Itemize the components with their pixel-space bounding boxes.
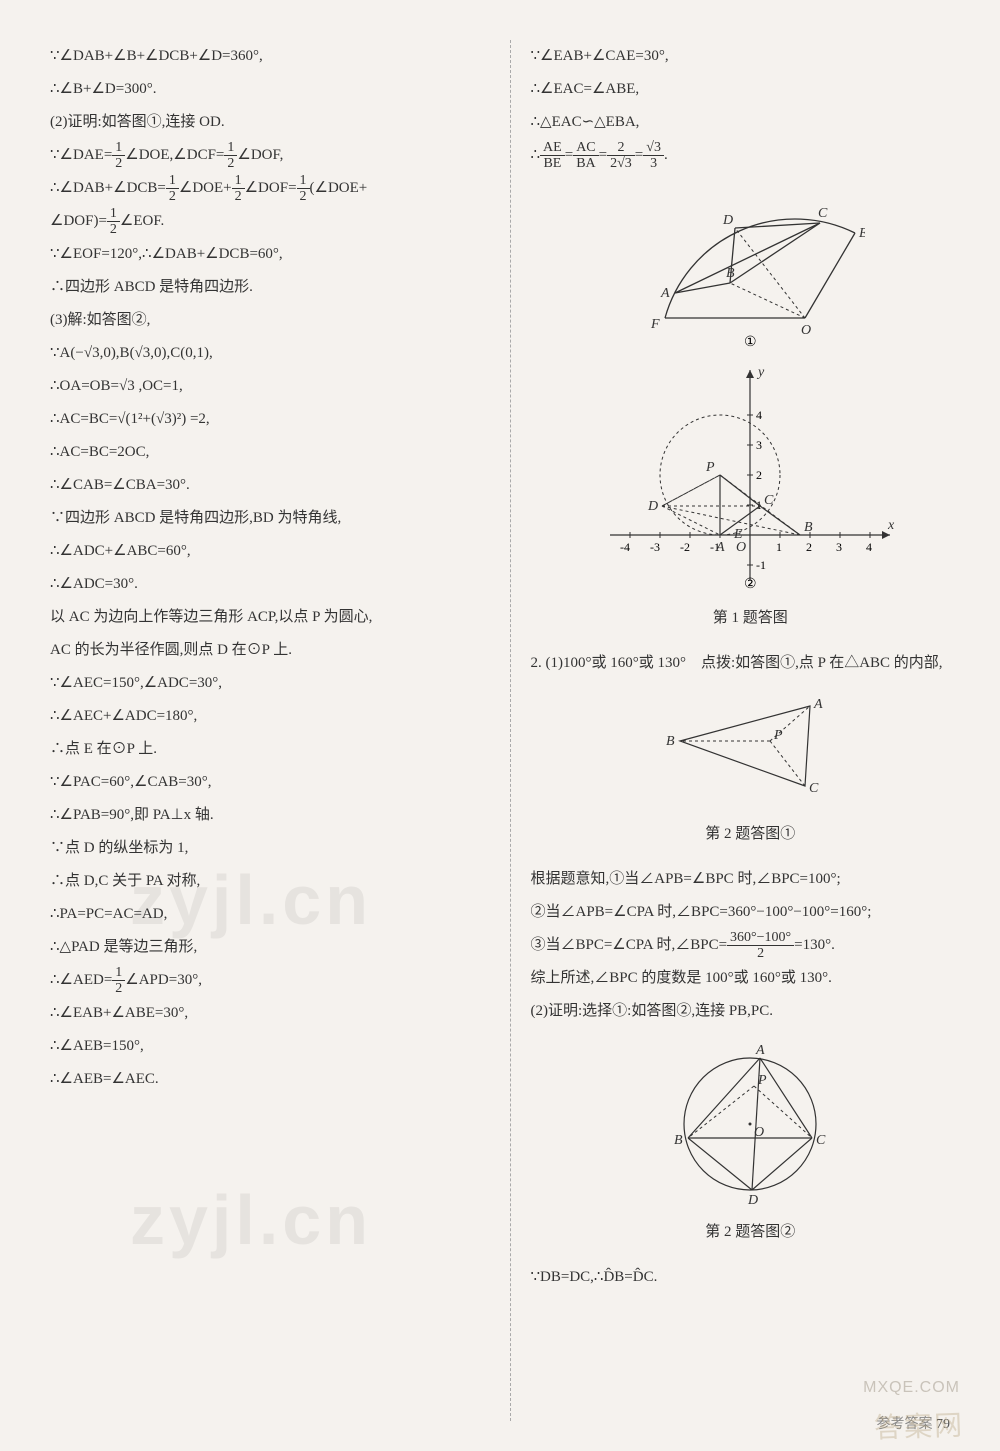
stamp: 答案网 — [873, 1403, 964, 1446]
svg-text:E: E — [858, 226, 865, 241]
svg-text:-3: -3 — [650, 540, 660, 554]
text-line: ∵四边形 ABCD 是特角四边形,BD 为特角线, — [50, 502, 490, 535]
text-line: (3)解:如答图②, — [50, 304, 490, 337]
svg-text:C: C — [816, 1133, 826, 1148]
text-line: ∵∠EOF=120°,∴∠DAB+∠DCB=60°, — [50, 238, 490, 271]
svg-text:y: y — [756, 365, 765, 380]
text-line: ∵DB=DC,∴D̂B=D̂C. — [531, 1261, 971, 1294]
figure-1: O A F B C D E ① — [635, 178, 865, 348]
svg-text:②: ② — [744, 577, 757, 590]
text-line: ∴∠AED=12∠APD=30°, — [50, 964, 490, 997]
text-line: ∵∠DAB+∠B+∠DCB+∠D=360°, — [50, 40, 490, 73]
svg-text:-1: -1 — [756, 558, 766, 572]
text-line: ∴∠B+∠D=300°. — [50, 73, 490, 106]
text-line: ∴AEBE=ACBA=22√3=√33. — [531, 139, 971, 172]
text-line: ∴AC=BC=√(1²+(√3)²) =2, — [50, 403, 490, 436]
text-line: ∵点 D 的纵坐标为 1, — [50, 832, 490, 865]
text-line: ∵A(−√3,0),B(√3,0),C(0,1), — [50, 337, 490, 370]
svg-text:x: x — [887, 518, 895, 533]
text-line: ∴∠EAB+∠ABE=30°, — [50, 997, 490, 1030]
right-column: ∵∠EAB+∠CAE=30°,∴∠EAC=∠ABE,∴△EAC∽△EBA,∴AE… — [511, 40, 971, 1421]
text-line: (2)证明:如答图①,连接 OD. — [50, 106, 490, 139]
text-line: 综上所述,∠BPC 的度数是 100°或 160°或 130°. — [531, 962, 971, 995]
svg-text:P: P — [705, 460, 715, 475]
text-line: ∴∠EAC=∠ABE, — [531, 73, 971, 106]
page: zyjl.cn zyjl.cn ∵∠DAB+∠B+∠DCB+∠D=360°,∴∠… — [0, 0, 1000, 1451]
svg-text:A: A — [813, 697, 823, 712]
text-line: ∴∠AEB=∠AEC. — [50, 1063, 490, 1096]
text-line: ∴∠ADC=30°. — [50, 568, 490, 601]
site-watermark: MXQE.COM — [863, 1379, 960, 1397]
text-line: ∴∠PAB=90°,即 PA⊥x 轴. — [50, 799, 490, 832]
text-line: 根据题意知,①当∠APB=∠BPC 时,∠BPC=100°; — [531, 863, 971, 896]
svg-text:D: D — [647, 499, 658, 514]
text-line: ∵∠DAE=12∠DOE,∠DCF=12∠DOF, — [50, 139, 490, 172]
figure-3: A B C P — [650, 686, 850, 806]
figure-2b-caption: 第 2 题答图② — [531, 1216, 971, 1249]
text-line: 2. (1)100°或 160°或 130° 点拨:如答图①,点 P 在△ABC… — [531, 647, 971, 680]
svg-text:O: O — [754, 1125, 764, 1140]
text-line: ∴△EAC∽△EBA, — [531, 106, 971, 139]
text-line: ∴点 E 在⊙P 上. — [50, 733, 490, 766]
svg-text:2: 2 — [756, 468, 762, 482]
svg-text:①: ① — [744, 335, 757, 348]
text-line: ∴△PAD 是等边三角形, — [50, 931, 490, 964]
svg-text:E: E — [733, 527, 743, 542]
text-line: ∴∠CAB=∠CBA=30°. — [50, 469, 490, 502]
svg-text:4: 4 — [756, 408, 762, 422]
svg-text:D: D — [722, 213, 733, 228]
svg-text:B: B — [804, 520, 813, 535]
svg-text:O: O — [736, 540, 746, 555]
svg-text:C: C — [809, 781, 819, 796]
figure-4: A B C D P O — [660, 1034, 840, 1204]
svg-text:P: P — [757, 1073, 767, 1088]
text-line: 以 AC 为边向上作等边三角形 ACP,以点 P 为圆心, — [50, 601, 490, 634]
svg-text:A: A — [755, 1043, 765, 1058]
text-line: ∴PA=PC=AC=AD, — [50, 898, 490, 931]
svg-text:B: B — [674, 1133, 683, 1148]
text-line: ∴∠ADC+∠ABC=60°, — [50, 535, 490, 568]
svg-text:4: 4 — [866, 540, 872, 554]
text-line: ∴四边形 ABCD 是特角四边形. — [50, 271, 490, 304]
svg-text:C: C — [764, 493, 774, 508]
text-line: ∴∠AEC+∠ADC=180°, — [50, 700, 490, 733]
svg-text:-4: -4 — [620, 540, 630, 554]
svg-text:2: 2 — [806, 540, 812, 554]
svg-text:A: A — [715, 540, 725, 555]
text-line: ∵∠EAB+∠CAE=30°, — [531, 40, 971, 73]
left-column: ∵∠DAB+∠B+∠DCB+∠D=360°,∴∠B+∠D=300°.(2)证明:… — [50, 40, 510, 1421]
text-line: ③当∠BPC=∠CPA 时,∠BPC=360°−100°2=130°. — [531, 929, 971, 962]
text-line: AC 的长为半径作圆,则点 D 在⊙P 上. — [50, 634, 490, 667]
text-line: ∵∠AEC=150°,∠ADC=30°, — [50, 667, 490, 700]
svg-text:3: 3 — [756, 438, 762, 452]
text-line: ∴OA=OB=√3 ,OC=1, — [50, 370, 490, 403]
svg-text:P: P — [773, 728, 783, 743]
text-line: ∵∠PAC=60°,∠CAB=30°, — [50, 766, 490, 799]
figure-1-caption: 第 1 题答图 — [531, 602, 971, 635]
svg-text:B: B — [666, 734, 675, 749]
svg-text:A: A — [660, 286, 670, 301]
svg-text:1: 1 — [776, 540, 782, 554]
svg-text:C: C — [818, 206, 828, 221]
text-line: ∠DOF)=12∠EOF. — [50, 205, 490, 238]
text-line: ②当∠APB=∠CPA 时,∠BPC=360°−100°−100°=160°; — [531, 896, 971, 929]
svg-text:-2: -2 — [680, 540, 690, 554]
svg-text:O: O — [801, 323, 811, 338]
figure-2a-caption: 第 2 题答图① — [531, 818, 971, 851]
text-line: ∴∠DAB+∠DCB=12∠DOE+12∠DOF=12(∠DOE+ — [50, 172, 490, 205]
text-line: ∴∠AEB=150°, — [50, 1030, 490, 1063]
text-line: ∴点 D,C 关于 PA 对称, — [50, 865, 490, 898]
svg-text:D: D — [747, 1193, 758, 1204]
svg-text:3: 3 — [836, 540, 842, 554]
svg-text:B: B — [726, 266, 735, 281]
text-line: ∴AC=BC=2OC, — [50, 436, 490, 469]
figure-2: -4-3-2-11234-11234OxyPABCDE② — [600, 360, 900, 590]
text-line: (2)证明:选择①:如答图②,连接 PB,PC. — [531, 995, 971, 1028]
svg-text:F: F — [650, 317, 660, 332]
